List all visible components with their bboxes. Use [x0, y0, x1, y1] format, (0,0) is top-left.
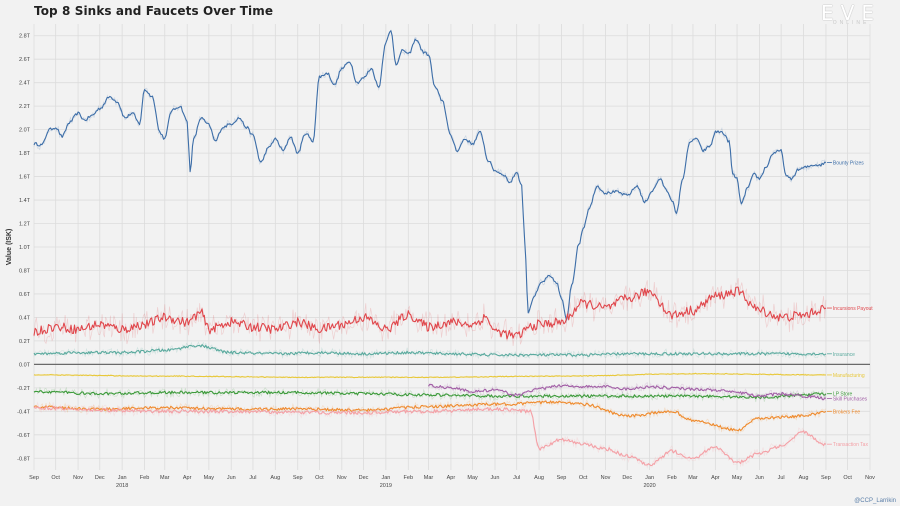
x-tick-label: Jul [778, 475, 785, 481]
x-tick-label: Feb [667, 475, 676, 481]
bounty-prizes-line [33, 30, 827, 321]
brokers-fee-line [33, 400, 827, 432]
x-tick-label: Jul [513, 475, 520, 481]
x-tick-label: Nov [73, 475, 83, 481]
brokers-fee-label: Brokers Fee [833, 409, 860, 415]
x-tick-label: Mar [424, 475, 434, 481]
x-tick-label: Feb [404, 475, 413, 481]
eve-online-logo: EVE ONLINE [816, 1, 886, 29]
x-tick-label: May [732, 475, 743, 481]
x-tick-label: Dec [359, 475, 369, 481]
x-tick-label: Dec [95, 475, 105, 481]
x-tick-label: Oct [315, 475, 324, 481]
x-tick-label: Jul [249, 475, 256, 481]
manufacturing-line [33, 372, 826, 379]
lp-store-line [33, 390, 827, 400]
transaction-tax-label: Transaction Tax [833, 442, 869, 448]
y-tick-label: 1.0T [19, 245, 31, 251]
y-tick-label: 2.2T [19, 104, 31, 110]
x-tick-label: Jun [755, 475, 764, 481]
skill-purchases-line [428, 383, 827, 401]
y-tick-label: 2.0T [19, 128, 31, 134]
chart-title: Top 8 Sinks and Faucets Over Time [34, 4, 274, 18]
transaction-tax-raw-line [33, 401, 827, 469]
y-tick-label: 0.4T [19, 315, 31, 321]
x-tick-label: Oct [51, 475, 60, 481]
y-tick-label: -0.2T [17, 386, 30, 392]
x-tick-label: Aug [534, 475, 544, 481]
x-tick-label: Nov [601, 475, 611, 481]
bounty-prizes-label: Bounty Prizes [833, 160, 864, 166]
x-tick-label: Jun [227, 475, 236, 481]
y-tick-label: 0.6T [19, 292, 31, 298]
x-tick-label: Jan [118, 475, 127, 481]
logo-subtext: ONLINE [832, 20, 870, 26]
x-tick-label: Apr [447, 475, 456, 481]
x-tick-label: May [467, 475, 478, 481]
x-tick-label: Dec [622, 475, 632, 481]
x-tick-label: Jan [381, 475, 390, 481]
x-tick-label: Oct [843, 475, 852, 481]
axes: 2.8T 2.6T 2.4T 2.2T 2.0T 1.8T 1.6T 1.4T 1.2T 1.0T… [6, 34, 875, 489]
y-tick-label: -0.8T [17, 456, 30, 462]
y-tick-label: 1.8T [19, 151, 31, 157]
x-tick-label: Sep [821, 475, 831, 481]
y-tick-label: 0.2T [19, 339, 31, 345]
transaction-tax-line [33, 406, 827, 467]
x-tick-label: Mar [688, 475, 698, 481]
x-year-label: 2019 [380, 483, 392, 489]
y-tick-label: -0.4T [17, 409, 30, 415]
x-year-label: 2020 [643, 483, 655, 489]
y-tick-label: 1.4T [19, 198, 31, 204]
y-tick-label: -0.6T [17, 433, 30, 439]
y-tick-label: 0.0T [19, 362, 31, 368]
insurance-label: Insurance [833, 352, 855, 358]
x-tick-label: Apr [711, 475, 720, 481]
y-tick-label: 1.2T [19, 222, 31, 228]
x-tick-label: Aug [799, 475, 809, 481]
y-tick-label: 2.6T [19, 57, 31, 63]
x-tick-label: Aug [270, 475, 280, 481]
skill-purchases-label: Skill Purchases [833, 396, 868, 402]
x-tick-label: Sep [293, 475, 303, 481]
x-tick-label: Sep [557, 475, 567, 481]
x-tick-label: Nov [337, 475, 347, 481]
y-tick-label: 0.8T [19, 268, 31, 274]
author-credit: @CCP_Larrikin [854, 498, 896, 504]
y-axis-label: Value (ISK) [6, 229, 13, 266]
grid-lines [33, 24, 871, 470]
y-tick-label: 2.8T [19, 34, 31, 40]
series-lines [33, 29, 827, 469]
x-tick-label: May [204, 475, 215, 481]
y-tick-label: 1.6T [19, 175, 31, 181]
x-tick-label: Jun [491, 475, 500, 481]
x-tick-label: Oct [579, 475, 588, 481]
x-tick-label: Apr [183, 475, 192, 481]
logo-text: EVE [821, 1, 881, 25]
x-tick-label: Sep [29, 475, 39, 481]
y-tick-label: 2.4T [19, 81, 31, 87]
x-tick-label: Jan [645, 475, 654, 481]
x-tick-label: Nov [865, 475, 875, 481]
insurance-line [33, 344, 827, 357]
lp-store-label: LP Store [833, 392, 853, 398]
incursions-payout-line [33, 286, 827, 340]
x-tick-label: Mar [160, 475, 170, 481]
incursions-payout-label: Incursions Payout [833, 306, 873, 312]
series-labels: Bounty Prizes Incursions Payout Insurance M… [826, 160, 873, 448]
manufacturing-label: Manufacturing [833, 373, 865, 379]
x-year-label: 2018 [116, 483, 128, 489]
x-tick-label: Feb [140, 475, 149, 481]
